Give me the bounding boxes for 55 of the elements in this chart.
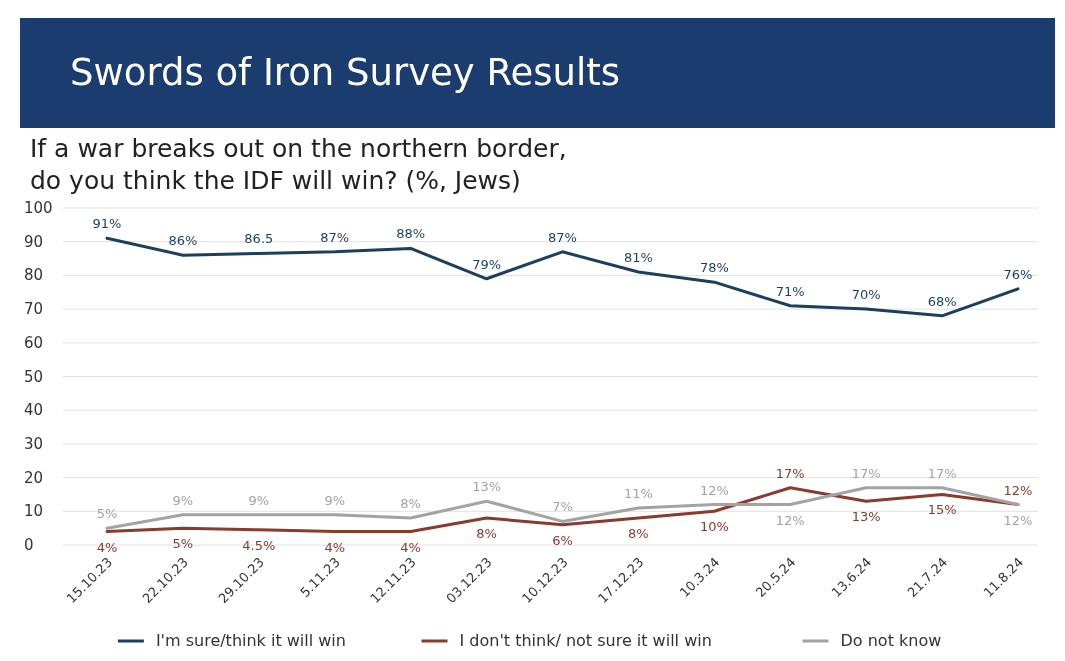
data-label: 79% [472,256,502,272]
data-label: 68% [927,293,957,309]
legend-label: I don't think/ not sure it will win [459,631,712,650]
data-label: 5% [96,506,118,522]
data-label: 86% [168,233,198,249]
data-label: 76% [1003,266,1033,282]
y-tick-label: 60 [24,333,44,352]
data-label: 12% [1003,482,1033,498]
data-label: 12% [775,512,805,528]
data-label: 8% [628,526,649,542]
y-tick-label: 80 [24,266,44,285]
data-label: 9% [172,492,194,508]
chart-subtitle: If a war breaks out on the northern border, do you think the IDF will win? (%, Jews) [30,134,567,195]
data-label: 17% [775,465,805,481]
data-label: 12% [1003,512,1033,528]
data-label: 9% [324,492,346,508]
data-label: 78% [699,260,729,276]
data-label: 88% [396,226,426,242]
y-tick-label: 100 [24,199,53,217]
data-label: 12% [699,482,729,498]
data-label: 4% [324,539,346,555]
data-label: 10% [699,519,729,535]
data-label: 4% [400,539,421,555]
data-label: 70% [851,287,881,303]
data-label: 8% [476,526,497,542]
data-label: 13% [472,479,502,495]
chart-title: Swords of Iron Survey Results [70,51,621,94]
data-label: 87% [320,229,350,245]
data-label: 4.5% [242,537,276,553]
data-label: 4% [96,539,118,555]
data-label: 81% [623,250,653,266]
y-tick-label: 20 [24,468,44,487]
data-label: 13% [851,509,881,525]
data-label: 9% [248,492,270,508]
y-tick-label: 30 [24,434,44,453]
data-label: 11% [623,485,653,501]
data-label: 17% [851,465,881,481]
data-label: 71% [775,283,805,299]
y-tick-label: 50 [24,367,44,386]
data-label: 15% [927,502,957,518]
data-label: 6% [552,532,573,548]
data-label: 86.5 [244,231,274,247]
y-tick-label: 0 [24,536,34,554]
data-label: 5% [172,536,194,552]
data-label: 91% [92,216,122,232]
y-tick-label: 70 [24,300,44,319]
y-tick-label: 10 [24,502,44,521]
y-tick-label: 40 [24,401,44,420]
legend-label: Do not know [840,631,942,650]
data-label: 7% [552,499,573,515]
data-label: 17% [927,465,957,481]
y-tick-label: 90 [24,232,44,251]
data-label: 87% [548,229,577,245]
data-label: 8% [400,496,421,512]
legend-label: I'm sure/think it will win [155,631,346,650]
